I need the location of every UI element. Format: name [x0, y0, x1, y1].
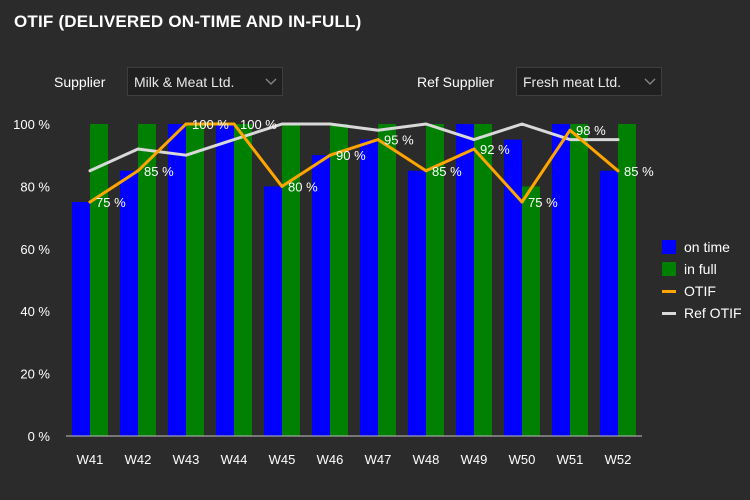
otif-data-label: 75 %: [528, 195, 558, 210]
on-time-bar: [168, 124, 186, 436]
in-full-bar: [138, 124, 156, 436]
in-full-bar: [426, 124, 444, 436]
y-tick-label: 100 %: [13, 117, 50, 132]
on-time-bar: [72, 202, 90, 436]
in-full-bar: [186, 124, 204, 436]
in-full-bar: [330, 124, 348, 436]
otif-data-label: 85 %: [624, 164, 654, 179]
chevron-down-icon: [639, 67, 661, 96]
supplier-dropdown[interactable]: Milk & Meat Ltd.: [127, 67, 283, 96]
on-time-bar: [264, 186, 282, 436]
x-tick-label: W45: [269, 452, 296, 467]
in-full-bar: [522, 186, 540, 436]
otif-point: [88, 200, 92, 204]
legend-label: Ref OTIF: [684, 305, 742, 321]
chart-title: OTIF (DELIVERED ON-TIME AND IN-FULL): [14, 12, 362, 31]
x-tick-label: W50: [509, 452, 536, 467]
legend-item: OTIF: [662, 280, 742, 302]
x-tick-label: W51: [557, 452, 584, 467]
x-tick-label: W42: [125, 452, 152, 467]
y-tick-label: 40 %: [20, 304, 50, 319]
x-tick-label: W49: [461, 452, 488, 467]
in-full-bar: [90, 124, 108, 436]
on-time-bar: [120, 170, 138, 437]
on-time-bar: [408, 170, 426, 437]
x-tick-label: W41: [77, 452, 104, 467]
otif-data-label: 100 %: [192, 117, 229, 132]
otif-point: [328, 153, 332, 157]
supplier-dropdown-value: Milk & Meat Ltd.: [134, 73, 235, 90]
otif-point: [376, 138, 380, 142]
legend-label: on time: [684, 239, 730, 255]
otif-data-label: 85 %: [144, 164, 174, 179]
x-tick-label: W46: [317, 452, 344, 467]
otif-point: [424, 169, 428, 173]
ref-otif-line: [88, 122, 620, 173]
on-time-bar: [552, 124, 570, 436]
x-tick-label: W47: [365, 452, 392, 467]
in-full-bar: [618, 124, 636, 436]
otif-data-label: 98 %: [576, 123, 606, 138]
x-tick-label: W48: [413, 452, 440, 467]
otif-point: [472, 147, 476, 151]
otif-data-label: 80 %: [288, 179, 318, 194]
y-tick-label: 80 %: [20, 179, 50, 194]
in-full-bar: [234, 124, 252, 436]
in-full-bar: [378, 124, 396, 436]
x-tick-label: W43: [173, 452, 200, 467]
in-full-bar: [570, 124, 588, 436]
otif-line: [88, 122, 620, 204]
legend-swatch: [662, 289, 676, 293]
legend-swatch: [662, 311, 676, 315]
y-tick-label: 60 %: [20, 242, 50, 257]
otif-point: [616, 169, 620, 173]
chart-legend: on time in full OTIF Ref OTIF: [662, 236, 742, 324]
otif-point: [184, 122, 188, 126]
legend-swatch: [662, 240, 676, 254]
otif-point: [136, 169, 140, 173]
on-time-bar: [312, 155, 330, 436]
otif-point: [232, 122, 236, 126]
legend-item: on time: [662, 236, 742, 258]
chevron-down-icon: [260, 67, 282, 96]
otif-data-label: 90 %: [336, 148, 366, 163]
x-tick-label: W52: [605, 452, 632, 467]
on-time-bar: [456, 124, 474, 436]
legend-label: OTIF: [684, 283, 716, 299]
x-tick-label: W44: [221, 452, 248, 467]
ref-supplier-dropdown[interactable]: Fresh meat Ltd.: [516, 67, 662, 96]
legend-item: in full: [662, 258, 742, 280]
otif-point: [568, 128, 572, 132]
on-time-bar: [600, 170, 618, 437]
legend-swatch: [662, 262, 676, 276]
otif-point: [280, 184, 284, 188]
otif-data-label: 75 %: [96, 195, 126, 210]
supplier-label: Supplier: [54, 74, 106, 90]
ref-supplier-dropdown-value: Fresh meat Ltd.: [523, 73, 622, 90]
legend-item: Ref OTIF: [662, 302, 742, 324]
y-tick-label: 0 %: [28, 429, 51, 444]
ref-supplier-label: Ref Supplier: [417, 74, 495, 90]
y-tick-label: 20 %: [20, 367, 50, 382]
on-time-bar: [360, 139, 378, 436]
on-time-bar: [216, 124, 234, 436]
otif-data-label: 85 %: [432, 164, 462, 179]
in-full-bar: [474, 124, 492, 436]
otif-point: [520, 200, 524, 204]
on-time-bar: [504, 139, 522, 436]
otif-data-label: 100 %: [240, 117, 277, 132]
legend-label: in full: [684, 261, 717, 277]
otif-data-label: 95 %: [384, 133, 414, 148]
in-full-bar: [282, 124, 300, 436]
otif-data-label: 92 %: [480, 142, 510, 157]
